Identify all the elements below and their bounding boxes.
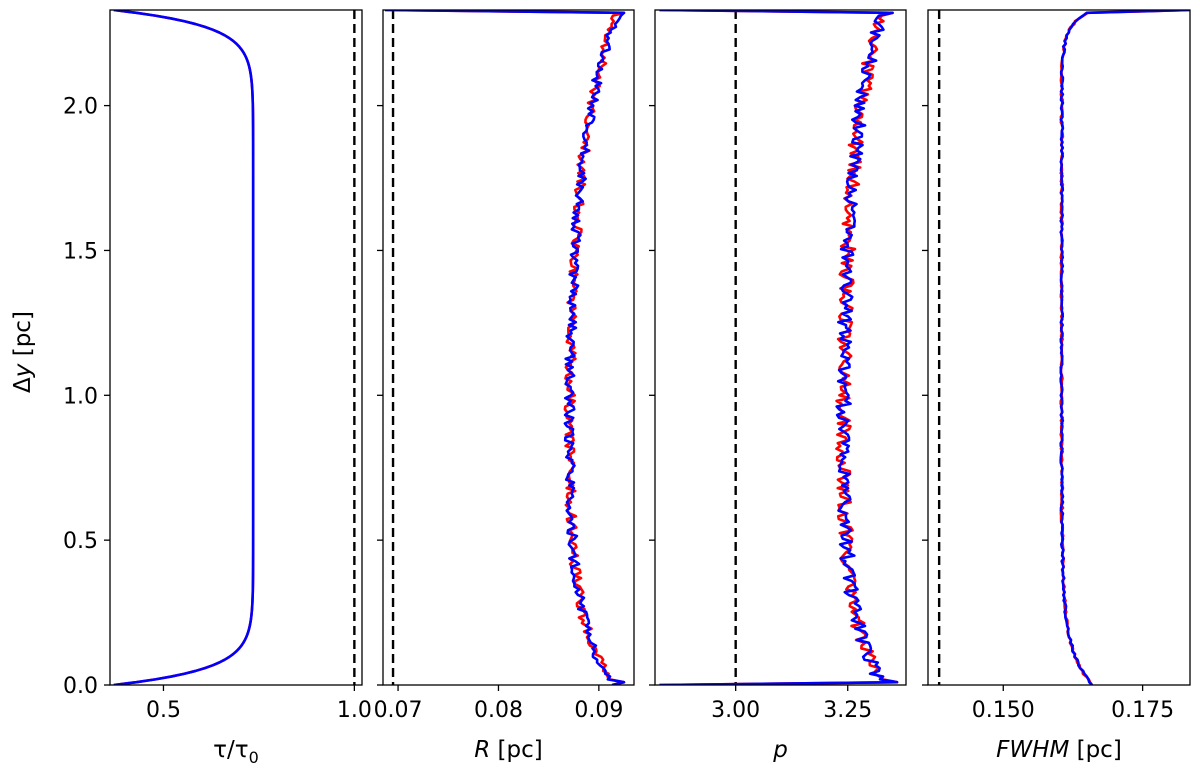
x-axis-label-var: FWHM [996, 737, 1069, 763]
x-axis-label-var: R [474, 737, 490, 763]
panel-tau: 0.5 1.0 0.0 0.5 1.0 1.5 2.0 τ/τ0 [63, 9, 372, 767]
series-line-tau-red [113, 10, 255, 685]
y-axis-label-var: y [10, 363, 36, 378]
panel-p: 3.00 3.25 p [649, 9, 907, 763]
series-line-R-blue [384, 10, 626, 685]
series-line-tau-blue [113, 10, 255, 685]
y-tick-label: 1.5 [63, 239, 98, 264]
series-line-p-red [659, 10, 899, 685]
x-axis-label-unit: [pc] [490, 737, 543, 763]
series-line-p-blue [659, 10, 899, 685]
axes-frame-tau [109, 9, 363, 686]
y-tick-label: 0.5 [63, 529, 98, 554]
series-line-R-red [384, 10, 626, 685]
y-axis-label-unit: [pc] [10, 311, 36, 364]
x-tick-label-tau: 1.0 [337, 698, 372, 723]
y-tick-label: 0.0 [63, 674, 98, 699]
y-axis-label-prefix: Δ [10, 377, 36, 393]
x-tick-label-R: 0.07 [374, 698, 423, 723]
x-axis-label-part: /τ [227, 737, 249, 763]
panel-FWHM: 0.150 0.175 FWHM [pc] [922, 9, 1191, 763]
series-line-FWHM-blue [1059, 10, 1190, 685]
y-tick-label: 1.0 [63, 384, 98, 409]
x-axis-label-part: τ [213, 737, 227, 763]
x-tick-label-p: 3.25 [823, 698, 872, 723]
panel-R: 0.07 0.08 0.09 R [pc] [374, 9, 635, 763]
panels-group: 0.5 1.0 0.0 0.5 1.0 1.5 2.0 τ/τ0 0.07 0.08 0.09 R [… [63, 9, 1191, 767]
x-axis-label-p: p [772, 737, 788, 763]
series-line-FWHM-red [1059, 10, 1190, 685]
x-axis-label-R: R [pc] [474, 737, 543, 763]
x-tick-label-R: 0.09 [574, 698, 623, 723]
axes-frame-p [654, 9, 907, 686]
x-tick-label-p: 3.00 [711, 698, 760, 723]
x-axis-label-unit: [pc] [1069, 737, 1122, 763]
axes-frame-R [382, 9, 635, 686]
y-tick-label: 2.0 [63, 95, 98, 120]
x-tick-label-tau: 0.5 [146, 698, 181, 723]
x-tick-label-R: 0.08 [474, 698, 523, 723]
x-axis-label-subscript: 0 [249, 748, 259, 767]
y-axis-label: Δy [pc] [10, 311, 36, 393]
x-tick-label-FWHM: 0.150 [972, 698, 1035, 723]
x-axis-label-tau: τ/τ0 [213, 737, 259, 767]
x-axis-label-FWHM: FWHM [pc] [996, 737, 1122, 763]
axes-frame-FWHM [927, 9, 1191, 686]
x-tick-label-FWHM: 0.175 [1111, 698, 1174, 723]
x-axis-label-var: p [772, 737, 788, 763]
